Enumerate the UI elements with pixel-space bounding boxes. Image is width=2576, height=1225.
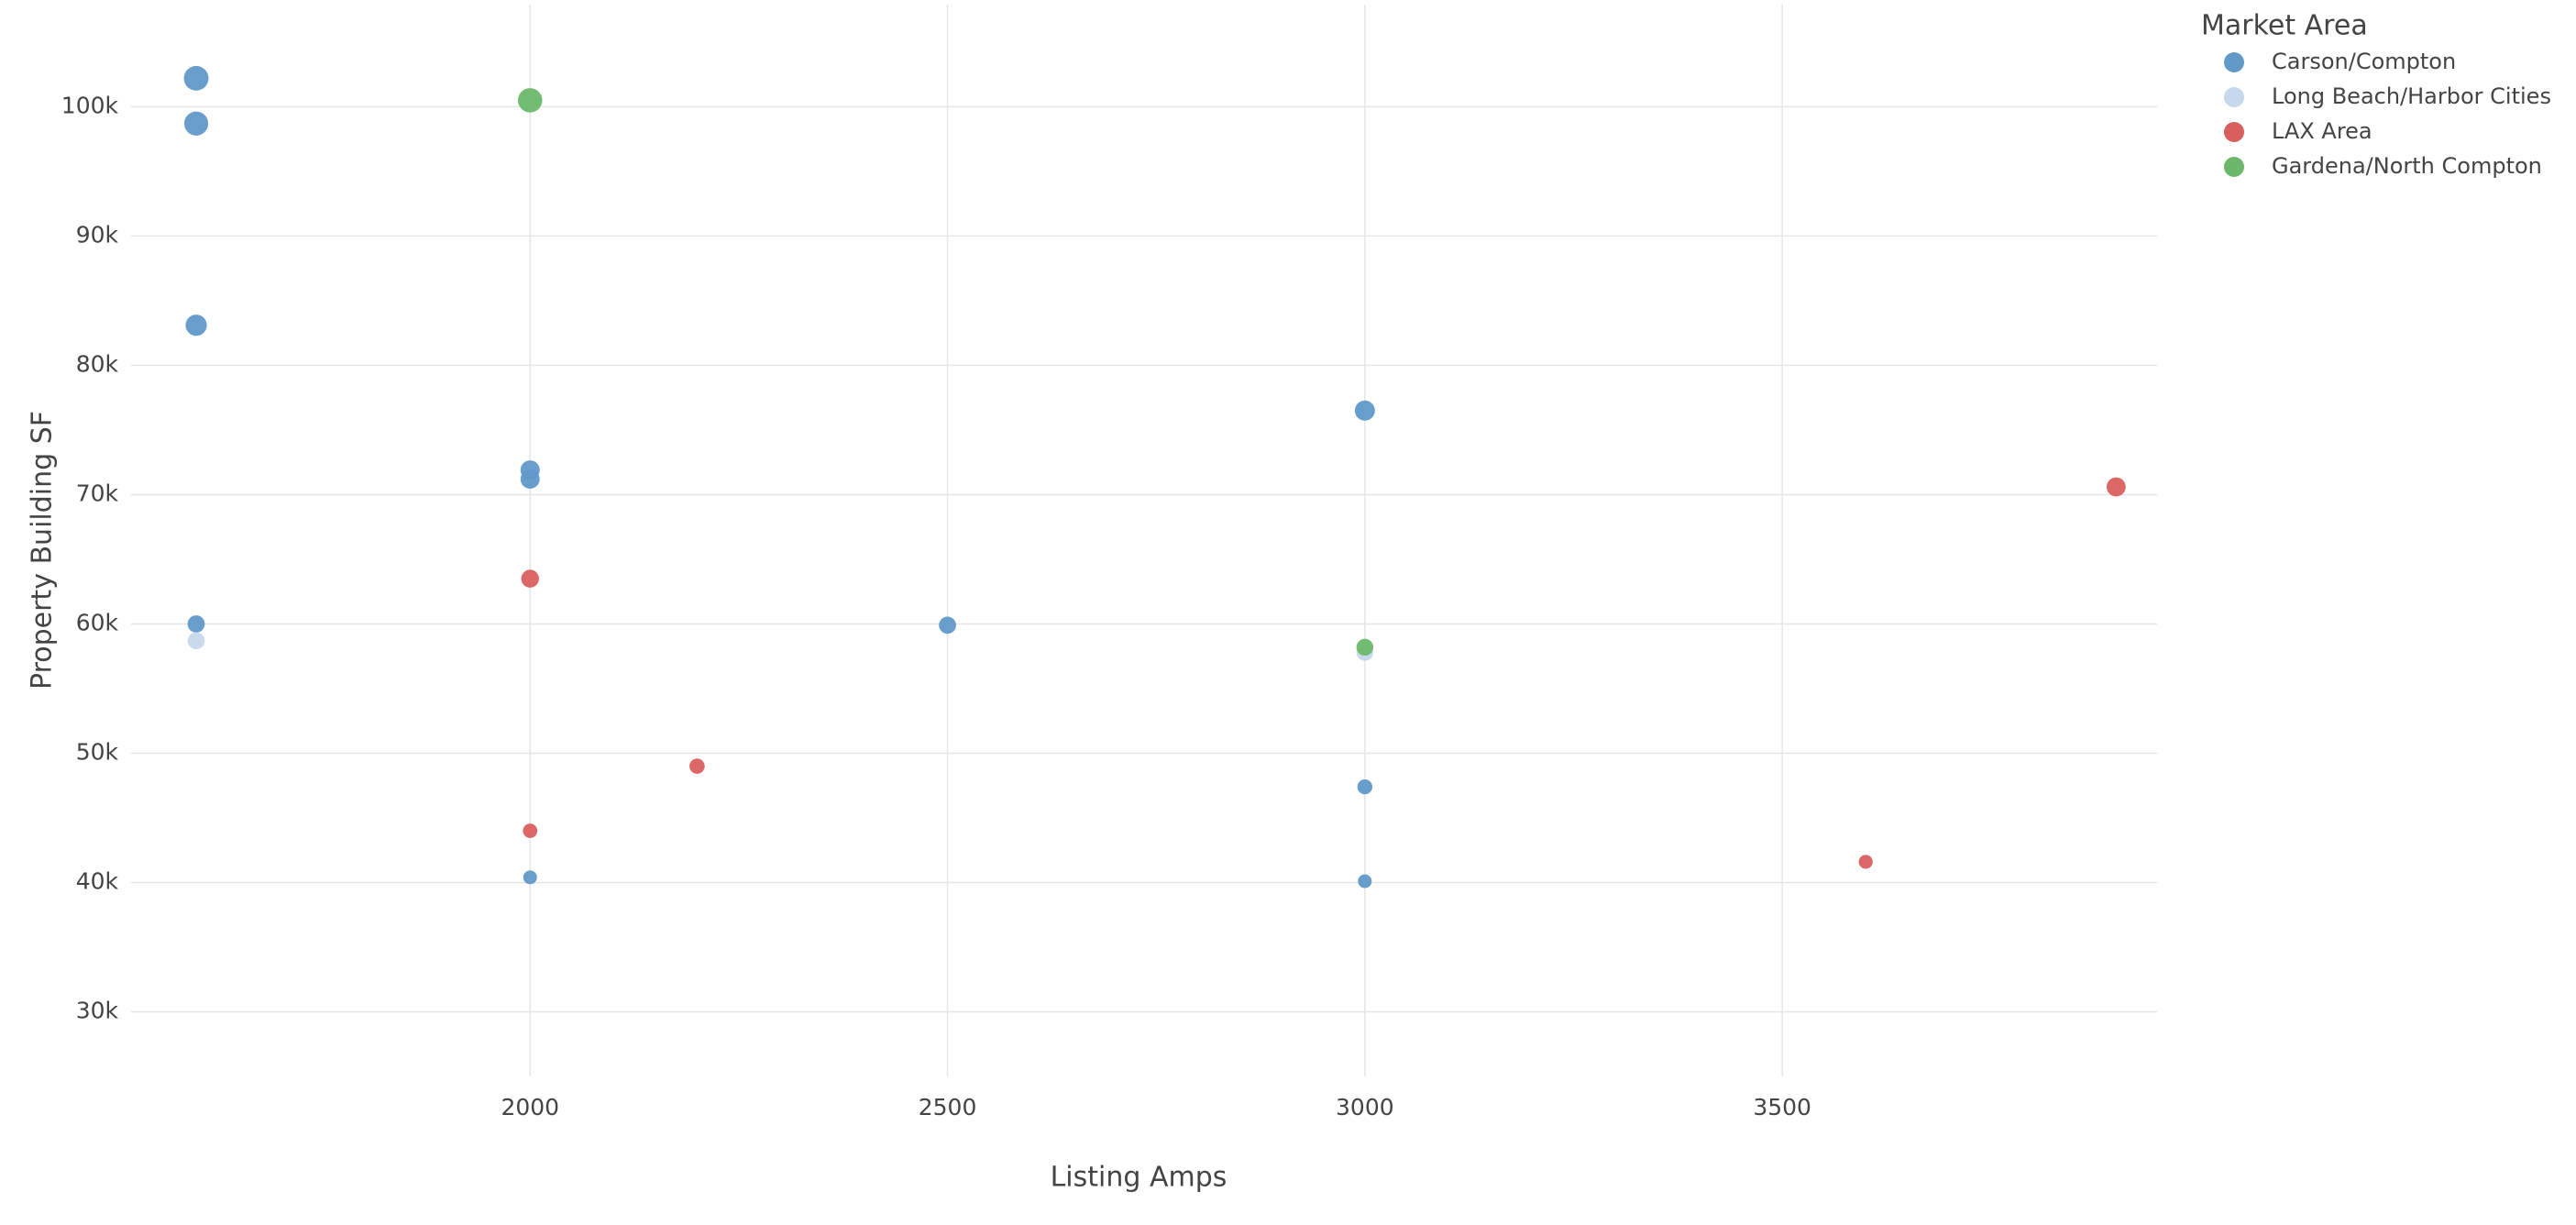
point (2106, 477, 2126, 497)
point (1356, 638, 1374, 657)
x-tick-label: 3500 (1753, 1094, 1811, 1120)
y-tick-label: 70k (76, 480, 119, 506)
y-tick-label: 100k (61, 92, 119, 118)
point (523, 870, 537, 885)
x-tick-label: 3000 (1336, 1094, 1394, 1120)
y-tick-label: 30k (76, 997, 119, 1023)
y-tick-label: 40k (76, 867, 119, 894)
legend-marker (2224, 87, 2244, 107)
point (187, 615, 205, 633)
point (1354, 400, 1375, 421)
y-tick-label: 60k (76, 609, 119, 635)
point (183, 65, 209, 91)
point (185, 315, 207, 337)
y-tick-label: 50k (76, 738, 119, 765)
point (939, 616, 956, 635)
point (689, 758, 705, 774)
point (523, 823, 538, 838)
point (1858, 855, 1873, 869)
y-axis-title: Property Building SF (27, 411, 59, 690)
y-tick-label: 90k (76, 221, 119, 248)
legend-marker (2224, 157, 2244, 177)
legend-label: Gardena/North Compton (2272, 153, 2542, 179)
legend-label: Long Beach/Harbor Cities (2272, 83, 2551, 109)
y-tick-label: 80k (76, 350, 119, 377)
legend-marker (2224, 122, 2244, 142)
x-tick-label: 2000 (501, 1094, 559, 1120)
point (187, 632, 205, 650)
point (520, 469, 540, 489)
point (521, 569, 539, 588)
legend-title: Market Area (2201, 10, 2368, 42)
legend-label: Carson/Compton (2272, 49, 2456, 74)
point (183, 111, 209, 136)
x-axis-title: Listing Amps (1051, 1162, 1227, 1194)
point (1357, 778, 1373, 795)
legend-marker (2224, 52, 2244, 72)
point (1358, 874, 1372, 888)
point (517, 88, 543, 113)
legend-label: LAX Area (2272, 118, 2372, 144)
x-tick-label: 2500 (919, 1094, 977, 1120)
